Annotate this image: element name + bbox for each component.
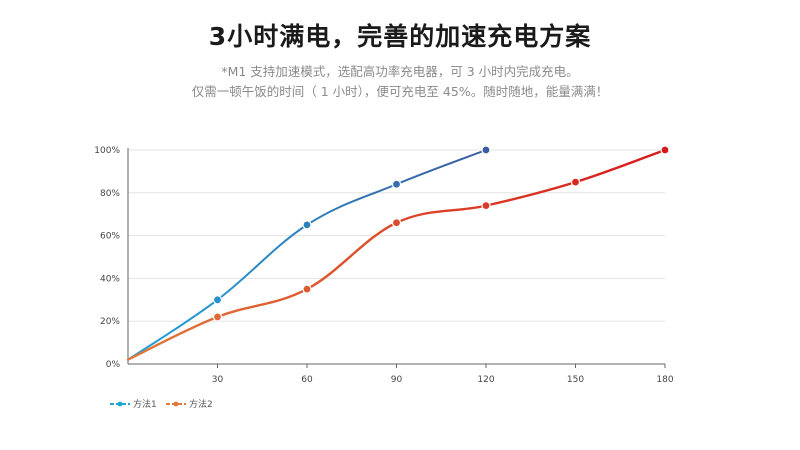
- legend-marker-1: [117, 401, 123, 407]
- data-point-series-2: [302, 284, 312, 294]
- legend-marker-2: [173, 401, 179, 407]
- x-tick-label: 90: [391, 375, 403, 385]
- data-point-series-1: [212, 295, 223, 305]
- data-point-series-1: [302, 220, 312, 230]
- chart-axes: 0% 20% 40% 60% 80% 100% 30 60 90 120 150 180: [94, 146, 674, 385]
- y-tick-label: 80%: [100, 189, 120, 199]
- x-tick-label: 120: [477, 375, 494, 385]
- subtitle-line-1: *M1 支持加速模式，选配高功率充电器，可 3 小时内完成充电。: [221, 64, 579, 79]
- series-line-1: [127, 149, 487, 361]
- chart-series: [126, 145, 670, 361]
- data-point-series-2: [481, 201, 491, 211]
- grid-lines: [128, 149, 665, 322]
- chart-legend: 方法1 方法2: [110, 398, 213, 410]
- y-tick-label: 0%: [106, 360, 121, 370]
- data-point-series-2: [660, 145, 670, 155]
- y-tick-label: 40%: [100, 274, 120, 284]
- data-point-series-2: [212, 312, 223, 322]
- data-point-series-2: [570, 177, 581, 187]
- y-tick-label: 20%: [100, 317, 120, 327]
- data-point-series-2: [391, 218, 402, 228]
- x-tick-label: 60: [301, 375, 313, 385]
- y-tick-label: 100%: [94, 146, 120, 156]
- x-tick-label: 150: [567, 375, 584, 385]
- x-tick-label: 180: [656, 375, 673, 385]
- x-tick-label: 30: [212, 375, 224, 385]
- data-point-series-1: [391, 179, 402, 189]
- data-point-series-1: [481, 145, 491, 155]
- legend-label-1: 方法1: [133, 398, 157, 410]
- legend-label-2: 方法2: [189, 398, 213, 410]
- subtitle-line-2: 仅需一顿午饭的时间（ 1 小时），便可充电至 45%。随时随地，能量满满！: [191, 84, 609, 99]
- page-title: 3小时满电，完善的加速充电方案: [208, 22, 592, 51]
- y-tick-label: 60%: [100, 232, 120, 242]
